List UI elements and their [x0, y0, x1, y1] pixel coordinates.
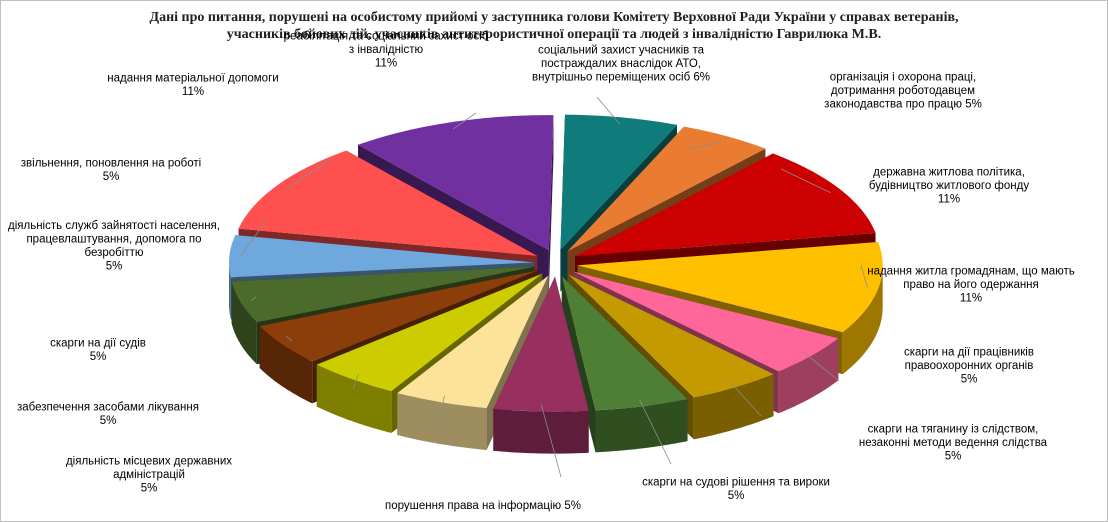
- leader-line-10: [352, 373, 359, 390]
- leader-line-3: [780, 168, 831, 193]
- leader-line-11: [285, 335, 293, 342]
- slice-label-2: організація і охорона праці, дотримання р…: [824, 72, 982, 111]
- pie-slices: [229, 114, 883, 454]
- slice-label-14: надання матеріальної допомоги 11%: [107, 72, 278, 98]
- slice-label-11: скарги на дії судів 5%: [50, 337, 146, 363]
- slice-label-10: забезпечення засобами лікування 5%: [17, 401, 199, 427]
- pie-slice-8: [493, 276, 589, 454]
- leader-line-1: [596, 96, 621, 125]
- slice-label-4: надання житла громадянам, що мають право …: [867, 266, 1075, 305]
- slice-label-7: скарги на судові рішення та вироки 5%: [642, 476, 830, 502]
- leader-line-14: [286, 158, 332, 190]
- leader-line-9: [435, 395, 445, 434]
- slice-label-8: порушення права на інформацію 5%: [385, 500, 581, 512]
- leader-lines: [239, 96, 868, 478]
- slice-label-1: соціальний захист учасників та постраждал…: [532, 45, 710, 84]
- leader-line-12: [251, 296, 257, 301]
- slice-label-9: діяльність місцевих державних адміністрац…: [66, 456, 232, 495]
- leader-line-5: [802, 351, 840, 382]
- slice-label-5: скарги на дії працівників правоохоронних …: [904, 347, 1034, 386]
- leader-line-8: [540, 404, 562, 478]
- slice-label-6: скарги на тяганину із слідством, незаконн…: [859, 424, 1048, 463]
- pie-slice-7: [561, 276, 688, 453]
- leader-line-15: [453, 112, 477, 130]
- slice-label-15: реабілітація та соціальний захист осіб з …: [284, 31, 489, 70]
- chart-title-line: учасників бойових дій, учасників антитер…: [227, 27, 881, 42]
- chart-title: Дані про питання, порушені на особистому…: [149, 10, 958, 42]
- slice-labels: соціальний захист учасників та постраждал…: [8, 31, 1075, 513]
- leader-line-4: [860, 264, 868, 288]
- slice-label-12: діяльність служб зайнятості населення, пр…: [8, 220, 220, 272]
- slice-label-3: державна житлова політика, будівництво жи…: [869, 167, 1029, 206]
- slice-label-13: звільнення, поновлення на роботі 5%: [21, 157, 201, 183]
- leader-line-13: [239, 220, 267, 257]
- leader-line-2: [688, 141, 721, 150]
- chart-title-line: Дані про питання, порушені на особистому…: [149, 10, 958, 25]
- leader-line-6: [729, 381, 762, 417]
- leader-line-7: [639, 399, 672, 465]
